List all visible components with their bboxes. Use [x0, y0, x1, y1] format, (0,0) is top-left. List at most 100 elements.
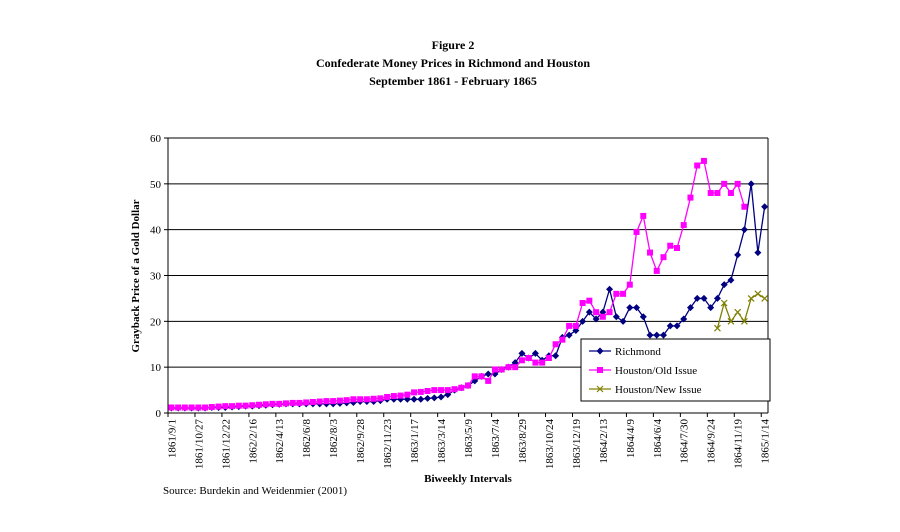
data-point: [686, 304, 694, 312]
data-point: [734, 180, 741, 187]
data-point: [707, 190, 714, 196]
y-axis-title: Grayback Price of a Gold Dollar: [130, 199, 142, 352]
data-point: [397, 392, 404, 399]
data-point: [417, 395, 425, 403]
x-tick-label: 1864/7/30: [679, 419, 691, 464]
data-point: [465, 382, 471, 389]
data-point: [269, 400, 276, 407]
data-point: [471, 373, 478, 380]
data-point: [693, 294, 701, 302]
data-point: [222, 403, 229, 410]
data-point: [282, 400, 289, 407]
y-tick-label: 10: [150, 362, 162, 374]
x-tick-label: 1862/6/8: [301, 419, 313, 459]
data-point: [552, 352, 560, 360]
x-tick-label: 1862/2/16: [247, 419, 259, 464]
x-tick-label: 1863/8/29: [517, 419, 529, 464]
data-point: [316, 398, 323, 405]
data-point: [579, 317, 587, 325]
data-point: [181, 404, 188, 411]
data-point: [754, 249, 762, 257]
data-point: [606, 309, 613, 316]
data-point: [404, 391, 411, 398]
data-point: [619, 317, 627, 325]
legend-box: [580, 338, 771, 402]
data-point: [484, 370, 492, 378]
data-point: [532, 359, 539, 366]
data-point: [485, 377, 492, 384]
data-point: [458, 384, 465, 391]
data-point: [734, 251, 742, 259]
data-point: [660, 254, 667, 261]
y-tick-label: 30: [150, 271, 162, 283]
data-point: [754, 290, 762, 298]
data-point: [653, 267, 660, 274]
data-point: [720, 299, 728, 307]
data-point: [673, 322, 681, 330]
data-point: [639, 313, 647, 321]
data-point: [168, 404, 175, 411]
data-point: [363, 396, 370, 403]
data-point: [424, 394, 432, 402]
data-point: [700, 157, 707, 164]
data-point: [734, 308, 742, 316]
data-point: [612, 313, 620, 321]
data-point: [552, 341, 559, 348]
data-point: [215, 403, 222, 410]
data-point: [438, 387, 445, 394]
data-point: [390, 393, 397, 400]
data-point: [498, 366, 505, 373]
data-point: [451, 386, 458, 393]
x-tick-label: 1863/10/24: [544, 419, 556, 470]
x-tick-label: 1861/9/1: [166, 419, 178, 458]
data-point: [613, 290, 620, 297]
x-tick-label: 1864/6/4: [652, 419, 664, 459]
data-point: [323, 398, 330, 405]
chart-subtitle: September 1861 - February 1865: [369, 74, 537, 88]
data-point: [740, 317, 748, 325]
x-axis-title: Biweekly Intervals: [424, 473, 512, 485]
data-point: [276, 400, 283, 407]
data-point: [707, 304, 715, 312]
data-point: [694, 162, 701, 169]
data-point: [518, 349, 526, 357]
data-point: [747, 180, 755, 188]
data-point: [256, 401, 263, 408]
x-tick-label: 1862/11/23: [382, 419, 394, 469]
data-point: [202, 404, 209, 411]
y-tick-label: 0: [156, 408, 162, 420]
data-point: [444, 387, 451, 394]
data-point: [377, 395, 384, 402]
data-point: [229, 403, 236, 410]
data-point: [336, 397, 343, 404]
data-point: [633, 304, 641, 312]
data-point: [579, 300, 586, 306]
data-point: [596, 385, 604, 393]
data-point: [249, 402, 256, 409]
data-point: [175, 404, 182, 411]
data-point: [565, 331, 573, 339]
data-point: [727, 317, 735, 325]
data-point: [747, 294, 755, 302]
data-point: [235, 402, 242, 409]
data-point: [330, 398, 337, 405]
data-point: [653, 331, 661, 339]
data-point: [410, 395, 418, 403]
x-tick-label: 1863/12/19: [571, 419, 583, 470]
data-point: [687, 194, 694, 201]
data-point: [667, 242, 674, 249]
data-point: [431, 387, 438, 394]
data-point: [721, 180, 728, 187]
data-point: [350, 396, 357, 403]
legend-label: Houston/Old Issue: [615, 365, 697, 377]
data-point: [720, 281, 728, 289]
chart-subtitle: Confederate Money Prices in Richmond and…: [316, 56, 590, 70]
x-tick-label: 1863/1/17: [409, 419, 421, 464]
data-point: [680, 222, 687, 229]
data-point: [585, 308, 593, 316]
data-point: [596, 347, 604, 355]
data-point: [633, 228, 640, 235]
data-point: [539, 359, 546, 366]
